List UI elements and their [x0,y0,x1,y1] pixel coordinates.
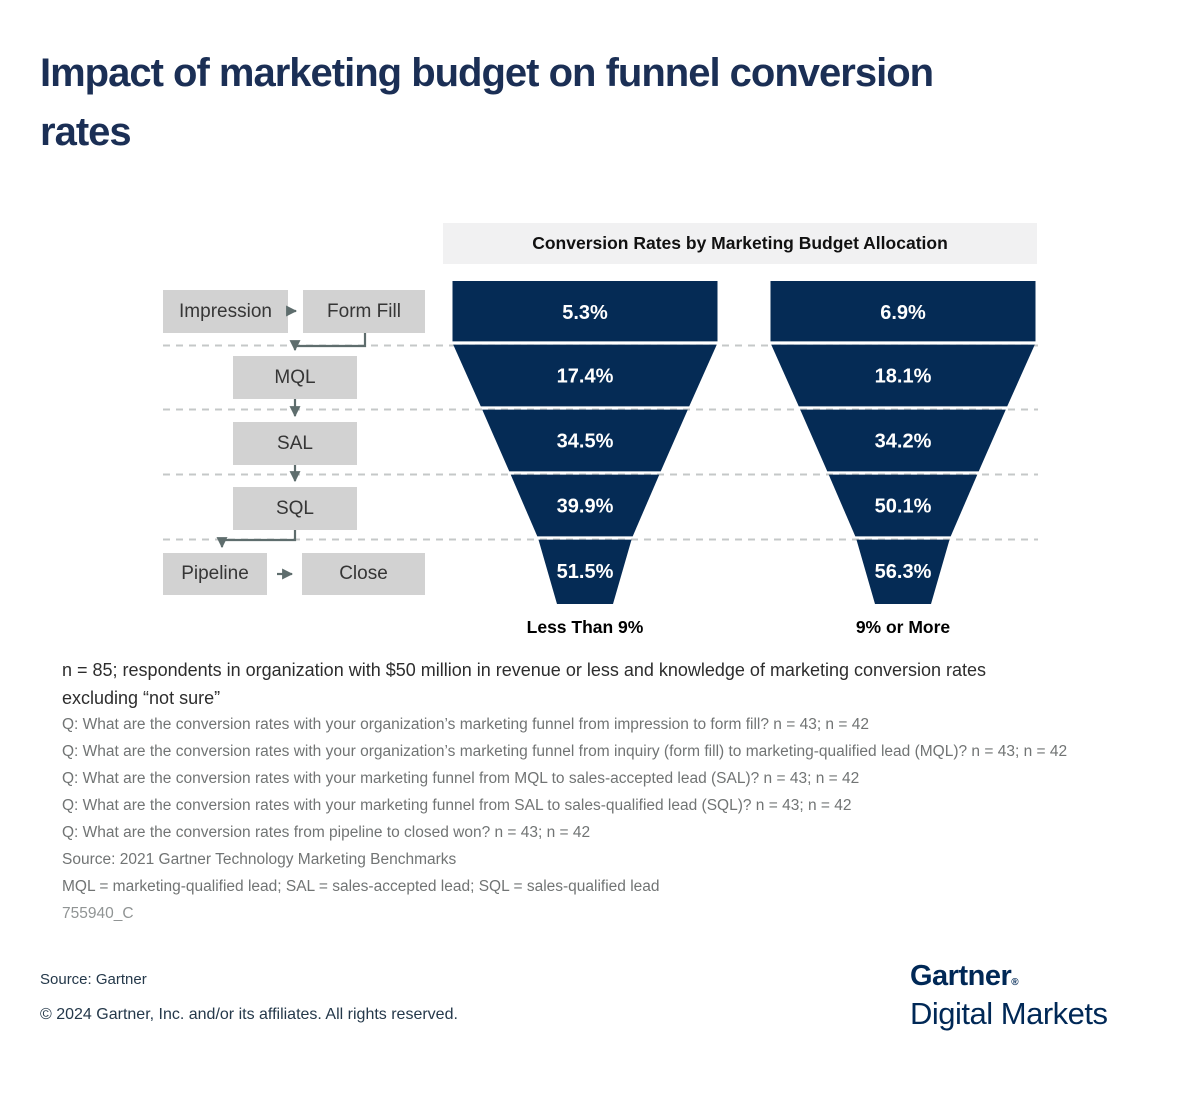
funnel-segment [828,474,978,537]
note-question: Q: What are the conversion rates with yo… [62,743,1068,760]
funnel-value-label: 5.3% [562,302,608,324]
funnel-segment [482,409,688,472]
funnel-value-label: 6.9% [880,302,926,324]
funnel-less-than-9: 5.3% 17.4% 34.5% 39.9% 51.5% [452,281,718,604]
logo-digital-markets-text: Digital Markets [910,996,1108,1031]
funnel-9-or-more: 6.9% 18.1% 34.2% 50.1% 56.3% [770,281,1036,604]
registered-trademark-icon: ® [1011,977,1019,988]
funnel-segment [538,539,632,604]
funnel-segment [770,281,1036,342]
note-source: Source: 2021 Gartner Technology Marketin… [62,851,457,868]
flow-stage-form-fill: Form Fill [303,290,425,333]
note-question: Q: What are the conversion rates with yo… [62,716,869,733]
funnel-segment [856,539,950,604]
footnotes: Q: What are the conversion rates with yo… [62,711,1182,927]
arrow-sql-to-pipeline-icon [216,530,297,549]
note-question: Q: What are the conversion rates with yo… [62,770,860,787]
note-doc-code: 755940_C [62,905,134,922]
funnel-value-label: 34.2% [875,431,932,453]
funnel-value-label: 34.5% [557,431,614,453]
flow-stage-sal: SAL [233,422,357,465]
funnel-value-label: 56.3% [875,561,932,583]
series-label-less-than-9: Less Than 9% [526,617,644,637]
funnel-segment [510,474,660,537]
note-question: Q: What are the conversion rates from pi… [62,824,591,841]
funnel-segment [452,281,718,342]
page-title: Impact of marketing budget on funnel con… [40,51,934,154]
funnel-segment [453,344,717,407]
funnel-value-label: 17.4% [557,366,614,388]
logo-gartner-wordmark: Gartner® [910,960,1108,993]
funnel-value-label: 18.1% [875,366,932,388]
flow-stage-impression: Impression [163,290,288,333]
note-sample-base: n = 85; respondents in organization with… [62,660,987,708]
flow-stage-pipeline: Pipeline [163,553,267,595]
logo-gartner-text: Gartner [910,960,1012,992]
chart-title: Conversion Rates by Marketing Budget All… [443,223,1037,264]
funnel-value-label: 50.1% [875,496,932,518]
funnel-segment [771,344,1035,407]
footer-copyright: © 2024 Gartner, Inc. and/or its affiliat… [40,1006,458,1023]
note-abbreviations: MQL = marketing-qualified lead; SAL = sa… [62,878,660,895]
funnel-segment [800,409,1006,472]
arrow-formfill-to-mql-icon [289,333,367,352]
flow-stage-sql: SQL [233,487,357,530]
note-question: Q: What are the conversion rates with yo… [62,797,852,814]
series-label-9-or-more: 9% or More [855,617,951,637]
funnel-value-label: 39.9% [557,496,614,518]
funnel-value-label: 51.5% [557,561,614,583]
gartner-digital-markets-logo: Gartner® Digital Markets [910,960,1108,1032]
flow-stage-mql: MQL [233,356,357,399]
footer-source: Source: Gartner [40,971,147,988]
flow-stage-close: Close [302,553,425,595]
